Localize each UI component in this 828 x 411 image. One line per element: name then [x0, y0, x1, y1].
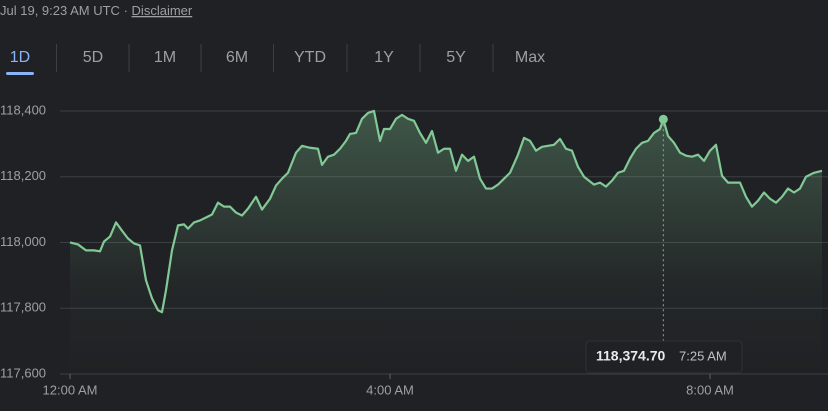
disclaimer-link[interactable]: Disclaimer [132, 3, 193, 18]
x-tick-label: 12:00 AM [43, 382, 98, 397]
y-tick-label: 118,200 [0, 168, 46, 183]
timestamp: Jul 19, 9:23 AM UTC · Disclaimer [0, 3, 193, 18]
tooltip-box [585, 340, 743, 374]
range-tab[interactable]: 1D [10, 49, 30, 66]
hover-point [658, 114, 668, 124]
range-tab[interactable]: 5Y [446, 49, 466, 66]
y-tick-label: 118,400 [0, 102, 46, 117]
range-tab[interactable]: 6M [226, 49, 248, 66]
range-tab[interactable]: 5D [83, 49, 103, 66]
x-tick-label: 4:00 AM [366, 382, 414, 397]
range-tab[interactable]: Max [515, 49, 545, 66]
range-tab[interactable]: 1M [154, 49, 176, 66]
x-tick-label: 8:00 AM [686, 382, 734, 397]
range-tabs: 1D 5D 1M 6M YTD 1Y 5Y Max [6, 44, 545, 75]
range-tab[interactable]: YTD [294, 49, 326, 66]
tooltip-value: 118,374.70 [596, 348, 666, 364]
price-line [69, 109, 823, 314]
range-tab[interactable]: 1Y [374, 49, 394, 66]
tooltip-time: 7:25 AM [679, 348, 727, 363]
y-tick-label: 117,600 [0, 365, 46, 380]
y-tick-label: 117,800 [0, 300, 46, 315]
y-tick-label: 118,000 [0, 234, 46, 249]
plot: 117,600 117,800 118,000 118,200 118,400 12:00… [0, 102, 828, 397]
area-fill [70, 110, 822, 374]
tab-underline [6, 72, 34, 75]
separator: · [124, 3, 128, 18]
timestamp-text: Jul 19, 9:23 AM UTC [0, 3, 120, 18]
